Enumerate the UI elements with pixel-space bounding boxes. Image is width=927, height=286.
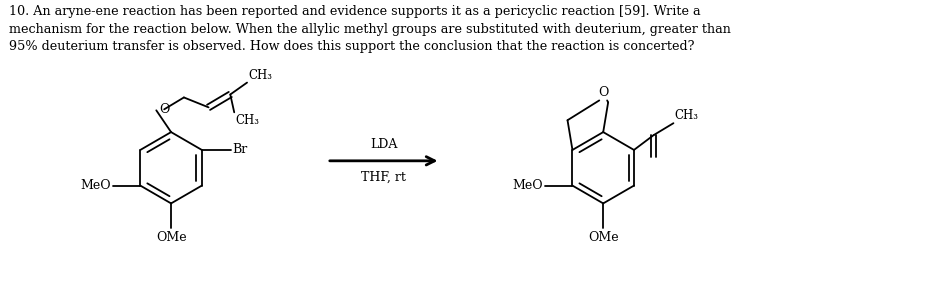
Text: MeO: MeO bbox=[80, 179, 110, 192]
Text: MeO: MeO bbox=[513, 179, 543, 192]
Text: LDA: LDA bbox=[370, 138, 398, 151]
Text: CH₃: CH₃ bbox=[248, 69, 272, 82]
Text: 10. An aryne-ene reaction has been reported and evidence supports it as a pericy: 10. An aryne-ene reaction has been repor… bbox=[9, 5, 731, 53]
Text: O: O bbox=[159, 103, 170, 116]
Text: OMe: OMe bbox=[156, 231, 186, 244]
Text: OMe: OMe bbox=[588, 231, 618, 244]
Text: CH₃: CH₃ bbox=[675, 109, 698, 122]
Text: THF, rt: THF, rt bbox=[362, 171, 406, 184]
Text: Br: Br bbox=[233, 144, 248, 156]
Text: O: O bbox=[598, 86, 608, 100]
Text: CH₃: CH₃ bbox=[235, 114, 260, 127]
